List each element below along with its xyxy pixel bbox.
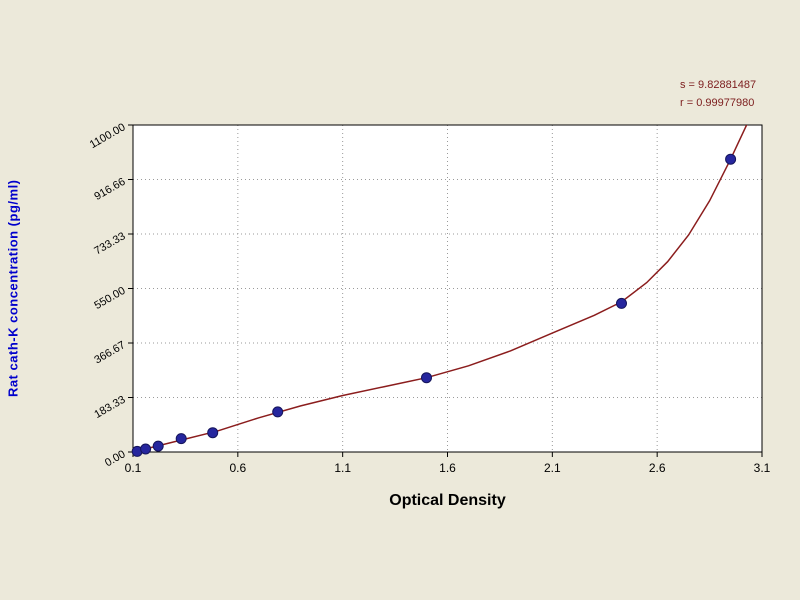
y-tick-label: 366.67 [92, 339, 127, 366]
x-tick-label: 2.6 [649, 461, 666, 475]
data-point [725, 153, 737, 165]
y-tick-label: 1100.00 [88, 121, 128, 151]
stat-s-value: s = 9.82881487 [680, 79, 757, 91]
y-tick-label: 183.33 [92, 394, 127, 421]
plot-frame [132, 124, 763, 453]
data-point [152, 440, 164, 452]
x-tick-label: 0.1 [125, 461, 142, 475]
x-tick-label: 1.1 [334, 461, 351, 475]
fit-curve [133, 125, 748, 452]
x-tick-label: 1.6 [439, 461, 456, 475]
fit-statistics: s = 9.82881487 r = 0.99977980 [680, 76, 756, 112]
data-point [140, 443, 152, 455]
data-point [616, 297, 627, 309]
plot-area [133, 125, 762, 452]
x-tick-label: 2.1 [544, 461, 561, 475]
y-tick-label: 733.33 [92, 230, 127, 257]
x-tick-label: 3.1 [754, 461, 771, 475]
data-point [207, 427, 219, 439]
data-point [175, 433, 187, 445]
x-tick-label: 0.6 [229, 461, 246, 475]
data-point [421, 372, 432, 384]
x-axis-title: Optical Density [389, 492, 506, 509]
y-tick-label: 550.00 [92, 285, 127, 312]
y-axis-title: Rat cath-K concentration (pg/ml) [5, 179, 21, 398]
data-point [272, 406, 284, 418]
y-tick-label: 916.66 [92, 176, 127, 203]
stat-r-value: r = 0.99977980 [680, 97, 755, 109]
